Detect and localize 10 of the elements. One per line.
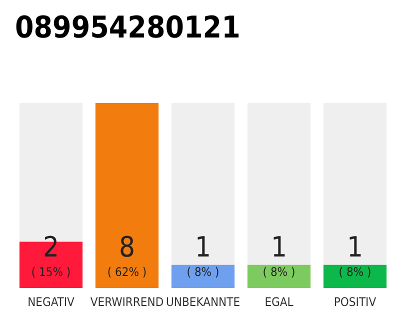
x-tick-label: UNBEKANNTE bbox=[166, 295, 240, 309]
x-tick-label: VERWIRREND bbox=[90, 295, 164, 309]
x-tick-label: EGAL bbox=[264, 295, 294, 309]
x-tick-label: POSITIV bbox=[334, 295, 377, 309]
x-tick-label: NEGATIV bbox=[28, 295, 76, 309]
data-label: 1 ( 8% ) bbox=[338, 230, 372, 279]
data-label: 1 ( 8% ) bbox=[186, 230, 220, 279]
data-label: 1 ( 8% ) bbox=[262, 230, 296, 279]
chart-title: 089954280121 bbox=[15, 10, 240, 46]
data-label: 8 ( 62% ) bbox=[107, 230, 147, 279]
